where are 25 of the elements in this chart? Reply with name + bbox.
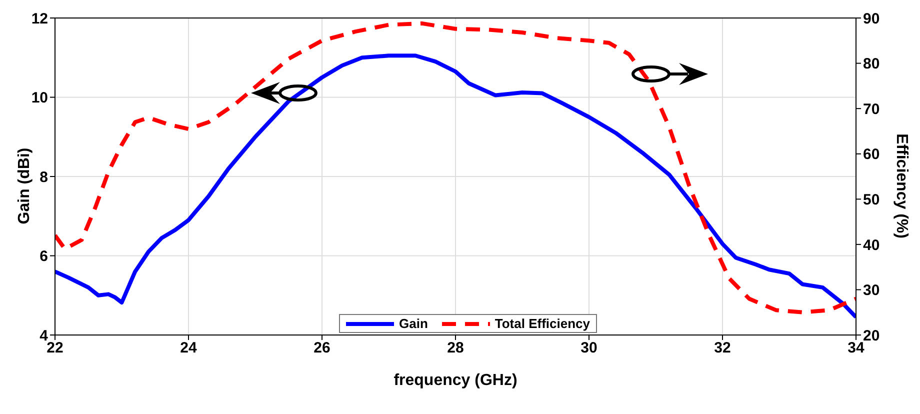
y2-tick-label: 90 <box>863 10 880 28</box>
x-tick-label: 22 <box>46 340 64 357</box>
x-tick-label: 28 <box>447 340 464 357</box>
legend-label: Gain <box>398 316 428 331</box>
y2-tick-label: 80 <box>863 56 880 73</box>
y-tick-label: 4 <box>40 327 49 344</box>
x-tick-label: 34 <box>848 340 865 357</box>
y2-tick-label: 50 <box>863 191 880 208</box>
y-axis-title: Gain (dBi) <box>16 148 34 224</box>
x-tick-label: 24 <box>180 340 198 357</box>
y-tick-label: 10 <box>31 90 48 107</box>
y-tick-label: 12 <box>31 10 48 28</box>
y2-tick-label: 20 <box>863 327 880 344</box>
y2-tick-label: 40 <box>863 236 880 254</box>
y2-tick-label: 30 <box>863 282 880 300</box>
x-tick-label: 30 <box>580 340 598 357</box>
x-tick-label: 32 <box>714 340 731 357</box>
x-tick-label: 26 <box>314 340 330 357</box>
y2-axis-title: Efficiency (%) <box>892 134 910 238</box>
x-axis-title: frequency (GHz) <box>394 372 518 389</box>
y2-tick-label: 60 <box>863 146 880 164</box>
legend-label: Total Efficiency <box>494 316 590 331</box>
y2-tick-label: 70 <box>863 100 880 118</box>
y-tick-label: 6 <box>40 248 48 266</box>
y-tick-label: 8 <box>40 168 48 186</box>
